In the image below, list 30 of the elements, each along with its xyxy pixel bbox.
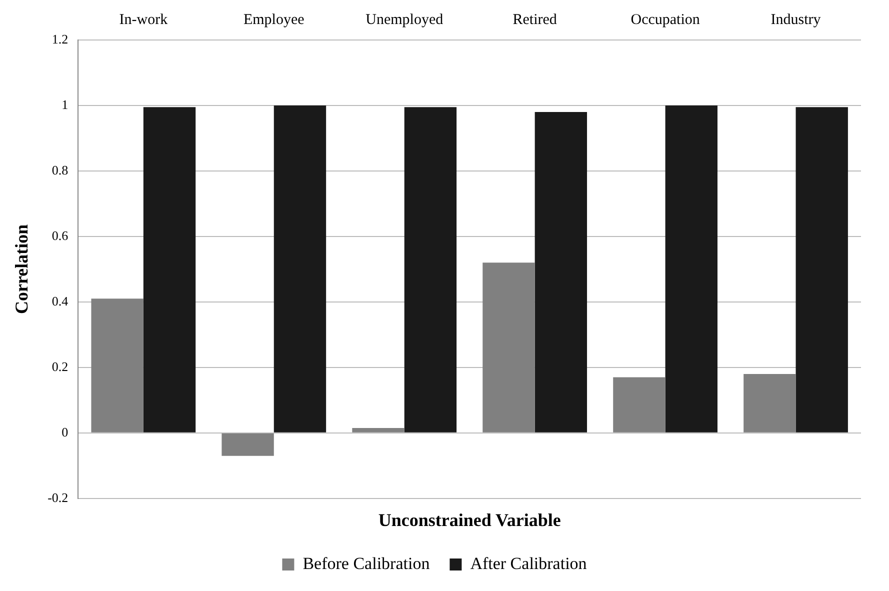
- x-tick-label: Employee: [243, 12, 305, 28]
- bar: [744, 374, 796, 432]
- x-tick-label: Retired: [512, 12, 558, 28]
- y-axis-title: Correlation: [11, 224, 32, 314]
- bar: [222, 433, 274, 456]
- bar: [482, 262, 535, 432]
- y-tick-label: 1.2: [52, 31, 68, 46]
- bar: [91, 298, 144, 432]
- bar: [534, 112, 588, 432]
- y-tick-label: 0.8: [52, 162, 68, 178]
- x-axis-title: Unconstrained Variable: [378, 510, 561, 530]
- bar: [665, 105, 718, 432]
- x-tick-label: Unemployed: [366, 12, 444, 28]
- y-tick-label: 0.4: [52, 293, 69, 308]
- bar: [613, 377, 666, 432]
- y-tick-label: 0.6: [52, 228, 69, 243]
- bar: [404, 107, 457, 432]
- legend-label: Before Calibration: [302, 554, 430, 573]
- bar: [274, 105, 326, 432]
- x-tick-label: Industry: [770, 12, 822, 28]
- y-tick-label: 1: [62, 96, 68, 112]
- y-tick-label: 0.2: [52, 358, 68, 374]
- x-tick-label: Occupation: [630, 12, 700, 28]
- y-tick-label: 0: [62, 424, 68, 440]
- y-tick-label: -0.2: [48, 490, 68, 505]
- bar: [796, 107, 848, 432]
- x-tick-label: In-work: [119, 12, 168, 28]
- legend-label: After Calibration: [470, 554, 588, 573]
- bar: [352, 428, 404, 432]
- bar: [143, 107, 196, 432]
